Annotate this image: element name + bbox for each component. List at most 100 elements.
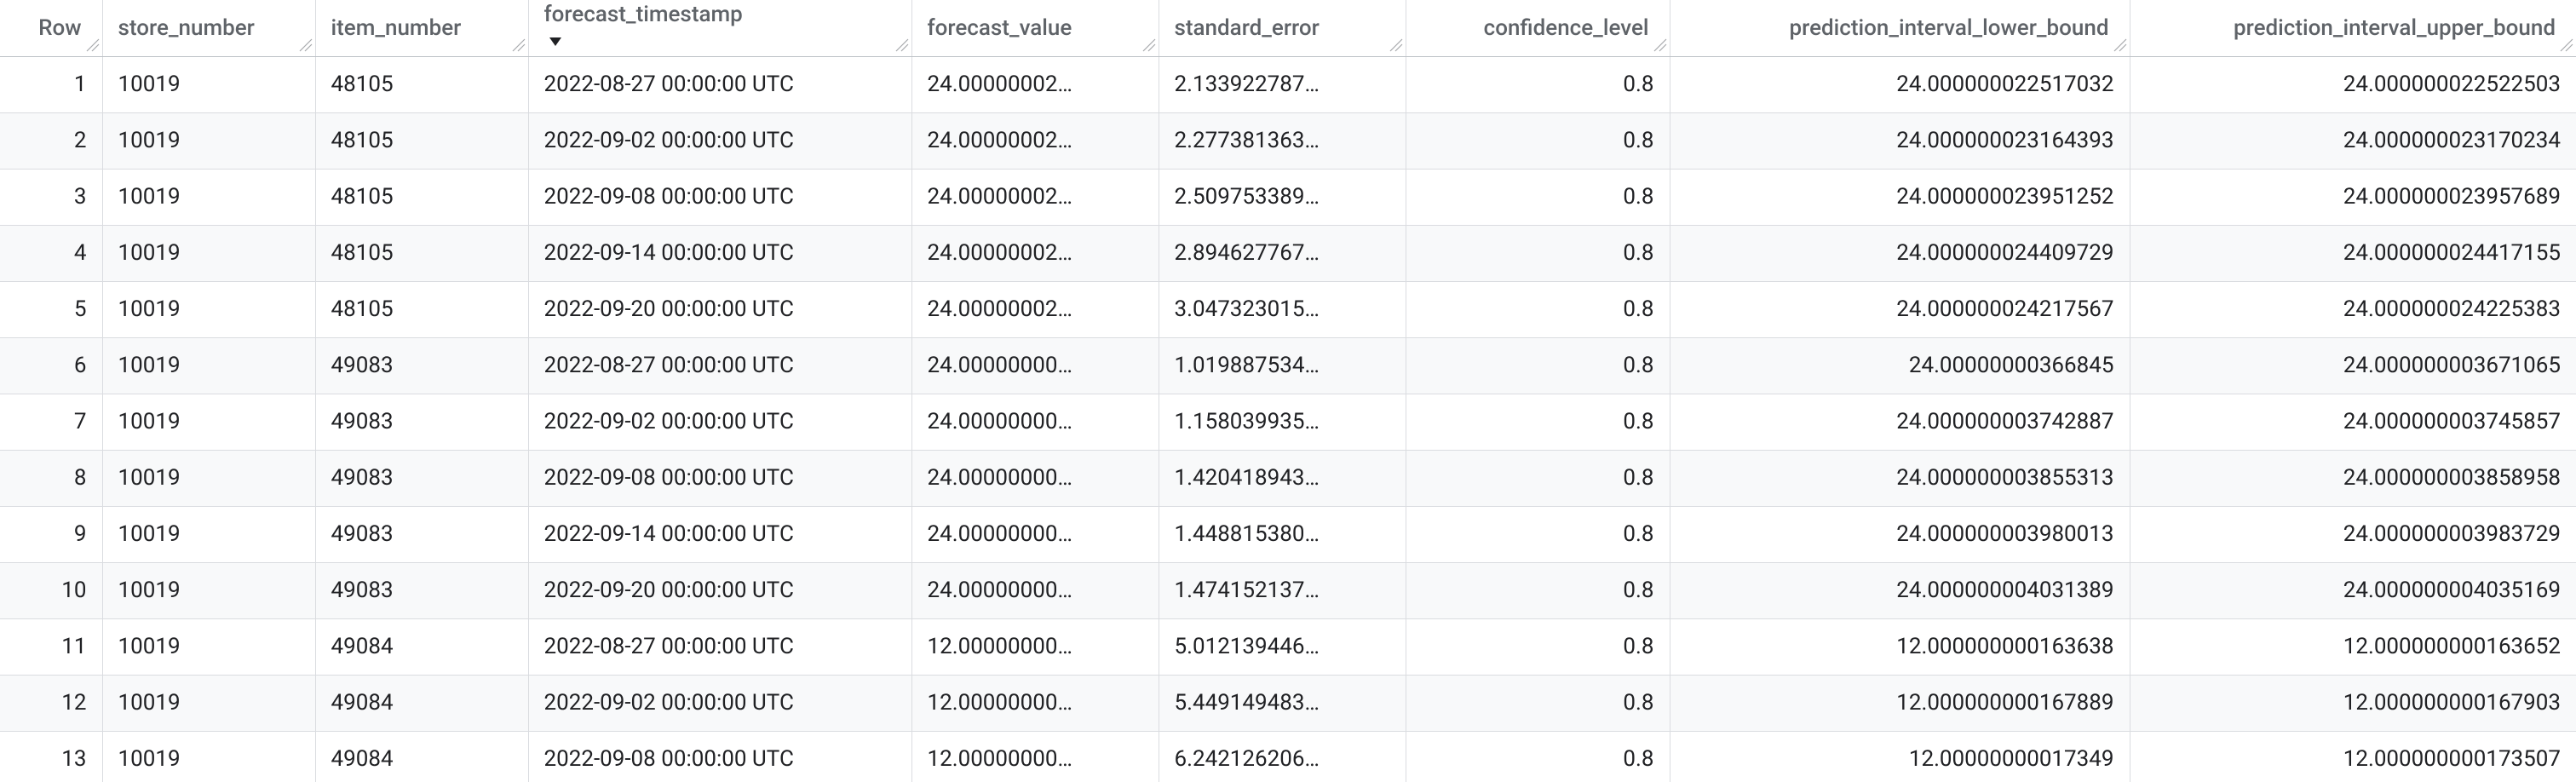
table-row[interactable]: 1110019490842022-08-27 00:00:00 UTC12.00… [0, 618, 2576, 675]
cell-forecast_value: 24.00000000… [911, 337, 1159, 394]
table-row[interactable]: 810019490832022-09-08 00:00:00 UTC 24.000… [0, 450, 2576, 506]
col-header-standard_error[interactable]: standard_error [1159, 0, 1406, 56]
column-resize-handle[interactable] [1385, 34, 1404, 53]
column-resize-handle[interactable] [891, 34, 910, 53]
col-header-label: forecast_value [928, 15, 1143, 41]
cell-forecast_value: 12.00000000… [911, 675, 1159, 731]
column-resize-handle[interactable] [2556, 34, 2574, 53]
cell-prediction_interval_lower_bound: 12.00000000017349 [1670, 731, 2130, 782]
cell-row: 7 [0, 394, 102, 450]
cell-prediction_interval_upper_bound: 24.000000003745857 [2130, 394, 2576, 450]
cell-store_number: 10019 [102, 618, 315, 675]
col-header-label: forecast_timestamp [544, 2, 896, 27]
cell-forecast_value: 24.00000002… [911, 112, 1159, 169]
cell-standard_error: 2.277381363… [1159, 112, 1406, 169]
cell-confidence_level: 0.8 [1406, 169, 1670, 225]
table-row[interactable]: 110019481052022-08-27 00:00:00 UTC24.000… [0, 56, 2576, 112]
column-resize-handle[interactable] [2109, 34, 2128, 53]
cell-standard_error: 5.449149483… [1159, 675, 1406, 731]
table-header: Row store_number item_number forecast_times… [0, 0, 2576, 56]
cell-row: 10 [0, 562, 102, 618]
cell-item_number: 48105 [315, 169, 528, 225]
cell-forecast_timestamp: 2022-09-14 00:00:00 UTC [528, 506, 911, 562]
cell-prediction_interval_upper_bound: 12.000000000163652 [2130, 618, 2576, 675]
table-row[interactable]: 910019490832022-09-14 00:00:00 UTC24.000… [0, 506, 2576, 562]
table-row[interactable]: 610019490832022-08-27 00:00:00 UTC24.000… [0, 337, 2576, 394]
cell-store_number: 10019 [102, 394, 315, 450]
results-table: Row store_number item_number forecast_times… [0, 0, 2576, 782]
column-resize-handle[interactable] [508, 34, 526, 53]
cell-prediction_interval_upper_bound: 24.000000022522503 [2130, 56, 2576, 112]
cell-forecast_timestamp: 2022-09-20 00:00:00 UTC [528, 281, 911, 337]
cell-store_number: 10019 [102, 675, 315, 731]
cell-forecast_timestamp: 2022-09-08 00:00:00 UTC [528, 450, 911, 506]
table-row[interactable]: 510019481052022-09-20 00:00:00 UTC24.000… [0, 281, 2576, 337]
cell-store_number: 10019 [102, 450, 315, 506]
table-row[interactable]: 710019490832022-09-02 00:00:00 UTC24.000… [0, 394, 2576, 450]
col-header-item_number[interactable]: item_number [315, 0, 528, 56]
table-row[interactable]: 1310019490842022-09-08 00:00:00 UTC12.00… [0, 731, 2576, 782]
table-row[interactable]: 210019481052022-09-02 00:00:00 UTC24.000… [0, 112, 2576, 169]
col-header-label: prediction_interval_lower_bound [1686, 15, 2114, 41]
cell-standard_error: 2.133922787… [1159, 56, 1406, 112]
cell-prediction_interval_upper_bound: 24.000000003858958 [2130, 450, 2576, 506]
cell-confidence_level: 0.8 [1406, 337, 1670, 394]
cell-row: 8 [0, 450, 102, 506]
table-row[interactable]: 310019481052022-09-08 00:00:00 UTC24.000… [0, 169, 2576, 225]
cell-standard_error: 5.012139446… [1159, 618, 1406, 675]
cell-confidence_level: 0.8 [1406, 506, 1670, 562]
cell-store_number: 10019 [102, 562, 315, 618]
cell-prediction_interval_lower_bound: 24.000000023951252 [1670, 169, 2130, 225]
column-resize-handle[interactable] [82, 34, 101, 53]
col-header-forecast_timestamp[interactable]: forecast_timestamp [528, 0, 911, 56]
col-header-confidence_level[interactable]: confidence_level [1406, 0, 1670, 56]
col-header-label: standard_error [1175, 15, 1390, 41]
cell-store_number: 10019 [102, 112, 315, 169]
cell-item_number: 49083 [315, 450, 528, 506]
column-resize-handle[interactable] [295, 34, 313, 53]
cell-store_number: 10019 [102, 169, 315, 225]
cell-forecast_value: 24.00000000… [911, 506, 1159, 562]
cell-forecast_value: 24.00000000… [911, 394, 1159, 450]
col-header-label: Row [15, 15, 87, 41]
cell-row: 1 [0, 56, 102, 112]
cell-forecast_timestamp: 2022-09-02 00:00:00 UTC [528, 112, 911, 169]
cell-confidence_level: 0.8 [1406, 281, 1670, 337]
col-header-forecast_value[interactable]: forecast_value [911, 0, 1159, 56]
cell-item_number: 49083 [315, 506, 528, 562]
cell-item_number: 49084 [315, 618, 528, 675]
cell-confidence_level: 0.8 [1406, 56, 1670, 112]
col-header-store_number[interactable]: store_number [102, 0, 315, 56]
column-resize-handle[interactable] [1138, 34, 1157, 53]
cell-confidence_level: 0.8 [1406, 450, 1670, 506]
cell-item_number: 49083 [315, 337, 528, 394]
table-row[interactable]: 410019481052022-09-14 00:00:00 UTC24.000… [0, 225, 2576, 281]
table-row[interactable]: 1010019490832022-09-20 00:00:00 UTC24.00… [0, 562, 2576, 618]
cell-item_number: 48105 [315, 56, 528, 112]
cell-prediction_interval_lower_bound: 24.000000004031389 [1670, 562, 2130, 618]
col-header-prediction_interval_upper_bound[interactable]: prediction_interval_upper_bound [2130, 0, 2576, 56]
cell-item_number: 49084 [315, 731, 528, 782]
cell-row: 3 [0, 169, 102, 225]
cell-prediction_interval_lower_bound: 24.000000003855313 [1670, 450, 2130, 506]
cell-store_number: 10019 [102, 281, 315, 337]
column-resize-handle[interactable] [1649, 34, 1668, 53]
col-header-prediction_interval_lower_bound[interactable]: prediction_interval_lower_bound [1670, 0, 2130, 56]
col-header-label: prediction_interval_upper_bound [2146, 15, 2562, 41]
cell-prediction_interval_lower_bound: 24.000000003980013 [1670, 506, 2130, 562]
cell-prediction_interval_upper_bound: 12.000000000167903 [2130, 675, 2576, 731]
cell-standard_error: 1.474152137… [1159, 562, 1406, 618]
cell-prediction_interval_upper_bound: 12.000000000173507 [2130, 731, 2576, 782]
cell-row: 4 [0, 225, 102, 281]
cell-forecast_timestamp: 2022-08-27 00:00:00 UTC [528, 56, 911, 112]
col-header-label: store_number [118, 15, 300, 41]
cell-forecast_value: 12.00000000… [911, 618, 1159, 675]
cell-standard_error: 1.448815380… [1159, 506, 1406, 562]
cell-confidence_level: 0.8 [1406, 562, 1670, 618]
cell-row: 12 [0, 675, 102, 731]
sort-desc-icon [548, 28, 563, 54]
cell-prediction_interval_lower_bound: 24.000000003742887 [1670, 394, 2130, 450]
table-row[interactable]: 1210019490842022-09-02 00:00:00 UTC12.00… [0, 675, 2576, 731]
cell-forecast_value: 24.00000002… [911, 56, 1159, 112]
cell-prediction_interval_upper_bound: 24.000000024417155 [2130, 225, 2576, 281]
